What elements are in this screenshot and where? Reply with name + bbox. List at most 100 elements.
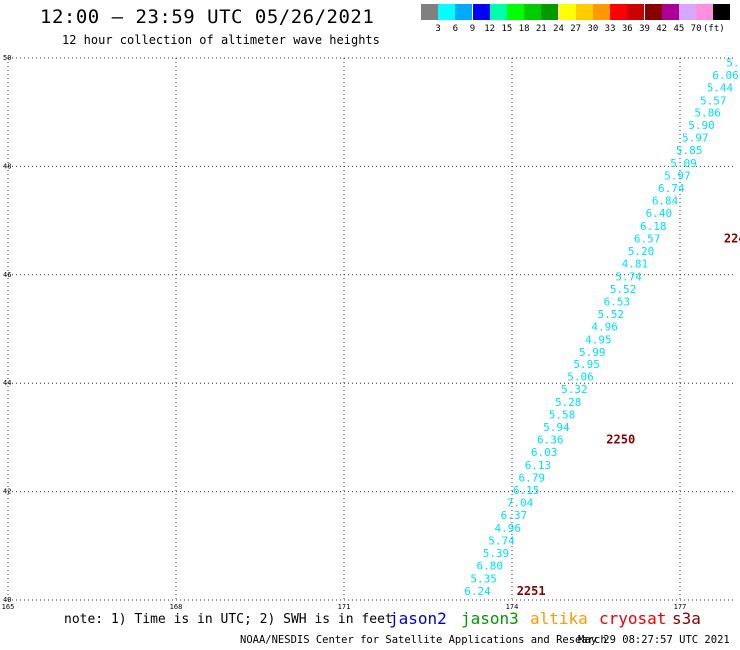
legend-swatch <box>455 4 473 20</box>
wave-height-label: 6.40 <box>646 207 673 220</box>
legend-tick-label: 30 <box>587 24 599 34</box>
legend-swatch <box>421 4 438 20</box>
wave-height-label: 6.36 <box>537 434 564 447</box>
wave-height-label: 6.13 <box>525 459 552 472</box>
wave-height-label: 5.52 <box>598 308 625 321</box>
page-title: 12:00 – 23:59 UTC 05/26/2021 <box>40 6 375 28</box>
legend-tick-label: 45 <box>673 24 685 34</box>
wave-height-label: 5.58 <box>549 409 576 422</box>
wave-height-label: 5.86 <box>694 107 721 120</box>
legend-swatch <box>507 4 524 20</box>
wave-height-label: 5.99 <box>579 346 606 359</box>
legend-tick-label: 24 <box>553 24 564 34</box>
longitude-tick-label: 174 <box>506 603 519 611</box>
wave-height-label: 6.80 <box>477 559 504 572</box>
wave-height-track: 5.916.065.445.575.865.905.975.855.095.97… <box>464 56 740 597</box>
wave-height-label: 5.97 <box>664 170 691 183</box>
legend-swatch <box>438 4 456 20</box>
wave-height-label: 7.04 <box>507 496 534 509</box>
legend-swatch <box>472 4 490 20</box>
legend-swatch <box>575 4 593 20</box>
wave-height-label: 5.52 <box>610 283 637 296</box>
wave-height-label: 5.91 <box>726 56 740 69</box>
wave-height-label: 6.57 <box>634 232 661 245</box>
wave-height-label: 5.97 <box>682 132 709 145</box>
page-subtitle: 12 hour collection of altimeter wave hei… <box>62 33 380 47</box>
wave-height-label: 6.18 <box>640 220 667 233</box>
wave-height-label: 5.90 <box>688 119 715 132</box>
wave-height-label: 4.95 <box>585 333 612 346</box>
legend-swatch <box>489 4 507 20</box>
wave-height-label: 6.74 <box>658 182 685 195</box>
legend-swatch <box>627 4 645 20</box>
longitude-tick-label: 171 <box>338 603 351 611</box>
wave-height-label: 6.37 <box>501 509 528 522</box>
wave-height-label: 5.06 <box>567 371 594 384</box>
legend-swatch <box>696 4 714 20</box>
satellite-altika: altika <box>530 609 588 628</box>
legend-swatch <box>679 4 696 20</box>
wave-height-label: 5.57 <box>700 94 727 107</box>
wave-height-label: 5.28 <box>555 396 582 409</box>
map-ticks: 165 168 171 174 177 50 48 46 44 42 40 <box>2 54 687 611</box>
legend-swatch <box>593 4 610 20</box>
wave-height-label: 5.20 <box>628 245 655 258</box>
latitude-tick-label: 44 <box>3 379 11 387</box>
legend-tick-label: 21 <box>535 24 547 34</box>
legend-swatch <box>558 4 576 20</box>
wave-height-label: 4.81 <box>622 257 649 270</box>
wave-height-label: 6.53 <box>604 295 631 308</box>
wave-height-label: 5.32 <box>561 383 588 396</box>
legend-swatch <box>541 4 559 20</box>
legend-tick-label: 15 <box>501 24 513 34</box>
legend-tick-label: 27 <box>570 24 582 34</box>
wave-height-label: 5.74 <box>488 534 515 547</box>
time-marker-label: 2249 <box>724 231 740 245</box>
legend-tick-label: 33 <box>604 24 616 34</box>
wave-height-label: 6.24 <box>464 585 491 598</box>
time-marker-label: 2250 <box>606 433 635 447</box>
wave-height-label: 5.95 <box>573 358 600 371</box>
wave-height-label: 5.74 <box>615 270 642 283</box>
wave-height-label: 6.06 <box>712 69 739 82</box>
wave-height-label: 5.85 <box>676 144 703 157</box>
satellite-cryosat: cryosat <box>599 609 667 628</box>
wave-height-label: 6.15 <box>513 484 540 497</box>
legend-tick-label: 70 <box>690 24 702 34</box>
footer-credit: NOAA/NESDIS Center for Satellite Applica… <box>240 634 607 646</box>
satellite-s3a: s3a <box>672 609 701 628</box>
legend-swatch <box>610 4 628 20</box>
legend-swatch <box>713 4 731 20</box>
latitude-tick-label: 50 <box>3 54 11 62</box>
longitude-tick-label: 168 <box>170 603 183 611</box>
legend-tick-label: 42 <box>656 24 668 34</box>
satellite-jason3: jason3 <box>461 609 519 628</box>
wave-height-label: 6.03 <box>531 446 558 459</box>
wave-height-label: 5.39 <box>483 547 510 560</box>
legend-tick-label: 36 <box>621 24 633 34</box>
wave-height-label: 5.94 <box>543 421 570 434</box>
legend-swatch <box>524 4 542 20</box>
legend-tick-label: 9 <box>469 24 476 34</box>
wave-height-label: 5.44 <box>707 81 734 94</box>
latitude-tick-label: 46 <box>3 271 11 279</box>
legend-tick-label: 3 <box>435 24 441 34</box>
legend-swatch <box>661 4 679 20</box>
latitude-tick-label: 40 <box>3 596 11 604</box>
satellite-jason2: jason2 <box>389 609 447 628</box>
latitude-tick-label: 48 <box>3 162 11 170</box>
legend-tick-label: 18 <box>518 24 530 34</box>
footer-timestamp: May 29 08:27:57 UTC 2021 <box>578 634 730 646</box>
legend-swatch <box>644 4 662 20</box>
longitude-tick-label: 165 <box>2 603 15 611</box>
latitude-tick-label: 42 <box>3 488 11 496</box>
wave-height-label: 4.96 <box>494 522 521 535</box>
note-text: note: 1) Time is in UTC; 2) SWH is in fe… <box>64 612 393 627</box>
legend-tick-label: 12 <box>484 24 496 34</box>
wave-height-label: 6.84 <box>652 195 679 208</box>
legend-tick-label: 39 <box>639 24 650 34</box>
time-markers: 2249 2250 2251 <box>517 231 740 597</box>
wave-height-label: 5.09 <box>670 157 697 170</box>
wave-height-label: 6.79 <box>519 472 546 485</box>
